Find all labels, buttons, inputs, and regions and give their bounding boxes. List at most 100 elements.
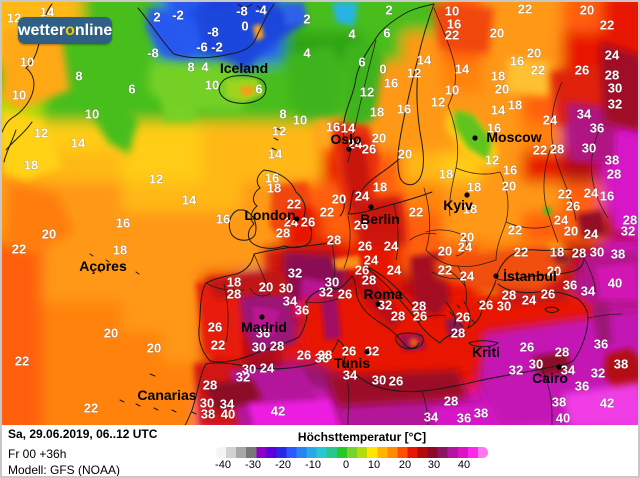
svg-text:22: 22 [211,338,225,353]
svg-text:14: 14 [182,193,197,208]
svg-text:40: 40 [221,407,235,422]
svg-text:20: 20 [438,244,452,259]
svg-text:36: 36 [256,326,270,341]
svg-text:24: 24 [543,113,558,128]
svg-text:0: 0 [379,62,386,77]
svg-text:30: 30 [582,141,596,156]
svg-text:18: 18 [550,245,564,260]
svg-text:28: 28 [412,299,426,314]
svg-text:22: 22 [287,197,301,212]
svg-text:34: 34 [424,410,439,425]
svg-text:26: 26 [338,287,352,302]
svg-text:28: 28 [444,394,458,409]
svg-text:36: 36 [594,337,608,352]
svg-text:32: 32 [319,285,333,300]
svg-text:Tunis: Tunis [334,355,371,371]
svg-text:Roma: Roma [364,286,403,302]
svg-text:26: 26 [354,218,368,233]
svg-text:12: 12 [272,124,286,139]
svg-text:10: 10 [20,55,34,70]
svg-text:36: 36 [575,379,589,394]
svg-text:30: 30 [325,275,339,290]
svg-text:30: 30 [372,373,386,388]
svg-text:-2: -2 [172,8,184,23]
svg-text:18: 18 [467,180,481,195]
svg-text:18: 18 [24,158,38,173]
svg-text:28: 28 [318,348,332,363]
svg-text:28: 28 [550,142,564,157]
svg-text:32: 32 [378,298,392,313]
svg-text:28: 28 [572,246,586,261]
svg-text:28: 28 [270,339,284,354]
svg-text:20: 20 [372,131,386,146]
svg-text:26: 26 [575,63,589,78]
svg-text:26: 26 [301,215,315,230]
svg-text:Cairo: Cairo [532,370,568,386]
svg-text:10: 10 [445,4,459,19]
svg-text:12: 12 [485,153,499,168]
svg-text:28: 28 [623,213,637,228]
svg-text:16: 16 [503,163,517,178]
svg-text:20: 20 [42,227,56,242]
svg-text:38: 38 [611,247,625,262]
svg-text:34: 34 [581,284,596,299]
svg-text:14: 14 [40,5,55,20]
svg-text:14: 14 [491,103,506,118]
svg-text:2: 2 [303,12,310,27]
svg-text:24: 24 [522,293,537,308]
svg-text:London: London [244,207,295,223]
svg-text:6: 6 [383,26,390,41]
svg-text:14: 14 [417,53,432,68]
svg-text:16: 16 [116,216,130,231]
svg-text:Iceland: Iceland [220,60,268,76]
svg-text:42: 42 [271,404,285,419]
svg-text:20: 20 [490,26,504,41]
svg-text:36: 36 [563,278,577,293]
svg-text:30: 30 [529,357,543,372]
svg-text:24: 24 [384,239,399,254]
svg-text:22: 22 [12,242,26,257]
svg-text:42: 42 [600,396,614,411]
svg-text:30: 30 [252,340,266,355]
svg-text:16: 16 [216,212,230,227]
svg-text:28: 28 [276,226,290,241]
svg-text:28: 28 [227,287,241,302]
svg-text:16: 16 [510,54,524,69]
svg-text:22: 22 [438,263,452,278]
svg-text:18: 18 [439,167,453,182]
svg-text:24: 24 [458,240,473,255]
svg-text:34: 34 [577,107,592,122]
svg-text:18: 18 [267,181,281,196]
svg-text:20: 20 [332,192,346,207]
svg-text:38: 38 [605,153,619,168]
svg-text:16: 16 [600,189,614,204]
svg-text:6: 6 [128,82,135,97]
svg-text:28: 28 [451,326,465,341]
svg-text:-4: -4 [255,3,267,18]
svg-text:İstanbul: İstanbul [503,268,557,284]
svg-text:34: 34 [283,294,298,309]
svg-text:22: 22 [514,245,528,260]
svg-text:-8: -8 [236,4,248,19]
svg-text:12: 12 [34,126,48,141]
svg-text:36: 36 [315,351,329,366]
svg-text:6: 6 [358,55,365,70]
svg-text:18: 18 [227,275,241,290]
svg-text:22: 22 [409,205,423,220]
svg-text:28: 28 [605,68,619,83]
svg-text:30: 30 [590,245,604,260]
svg-text:2: 2 [153,10,160,25]
svg-text:34: 34 [561,363,576,378]
svg-text:38: 38 [201,407,215,422]
svg-text:12: 12 [360,85,374,100]
svg-text:10: 10 [85,107,99,122]
svg-text:Açores: Açores [79,258,127,274]
svg-text:18: 18 [508,98,522,113]
svg-text:26: 26 [362,142,376,157]
svg-text:20: 20 [580,3,594,18]
svg-text:8: 8 [187,60,194,75]
svg-text:16: 16 [397,102,411,117]
svg-text:Kyiv: Kyiv [443,197,473,213]
svg-text:32: 32 [365,344,379,359]
svg-text:Canarias: Canarias [137,387,196,403]
